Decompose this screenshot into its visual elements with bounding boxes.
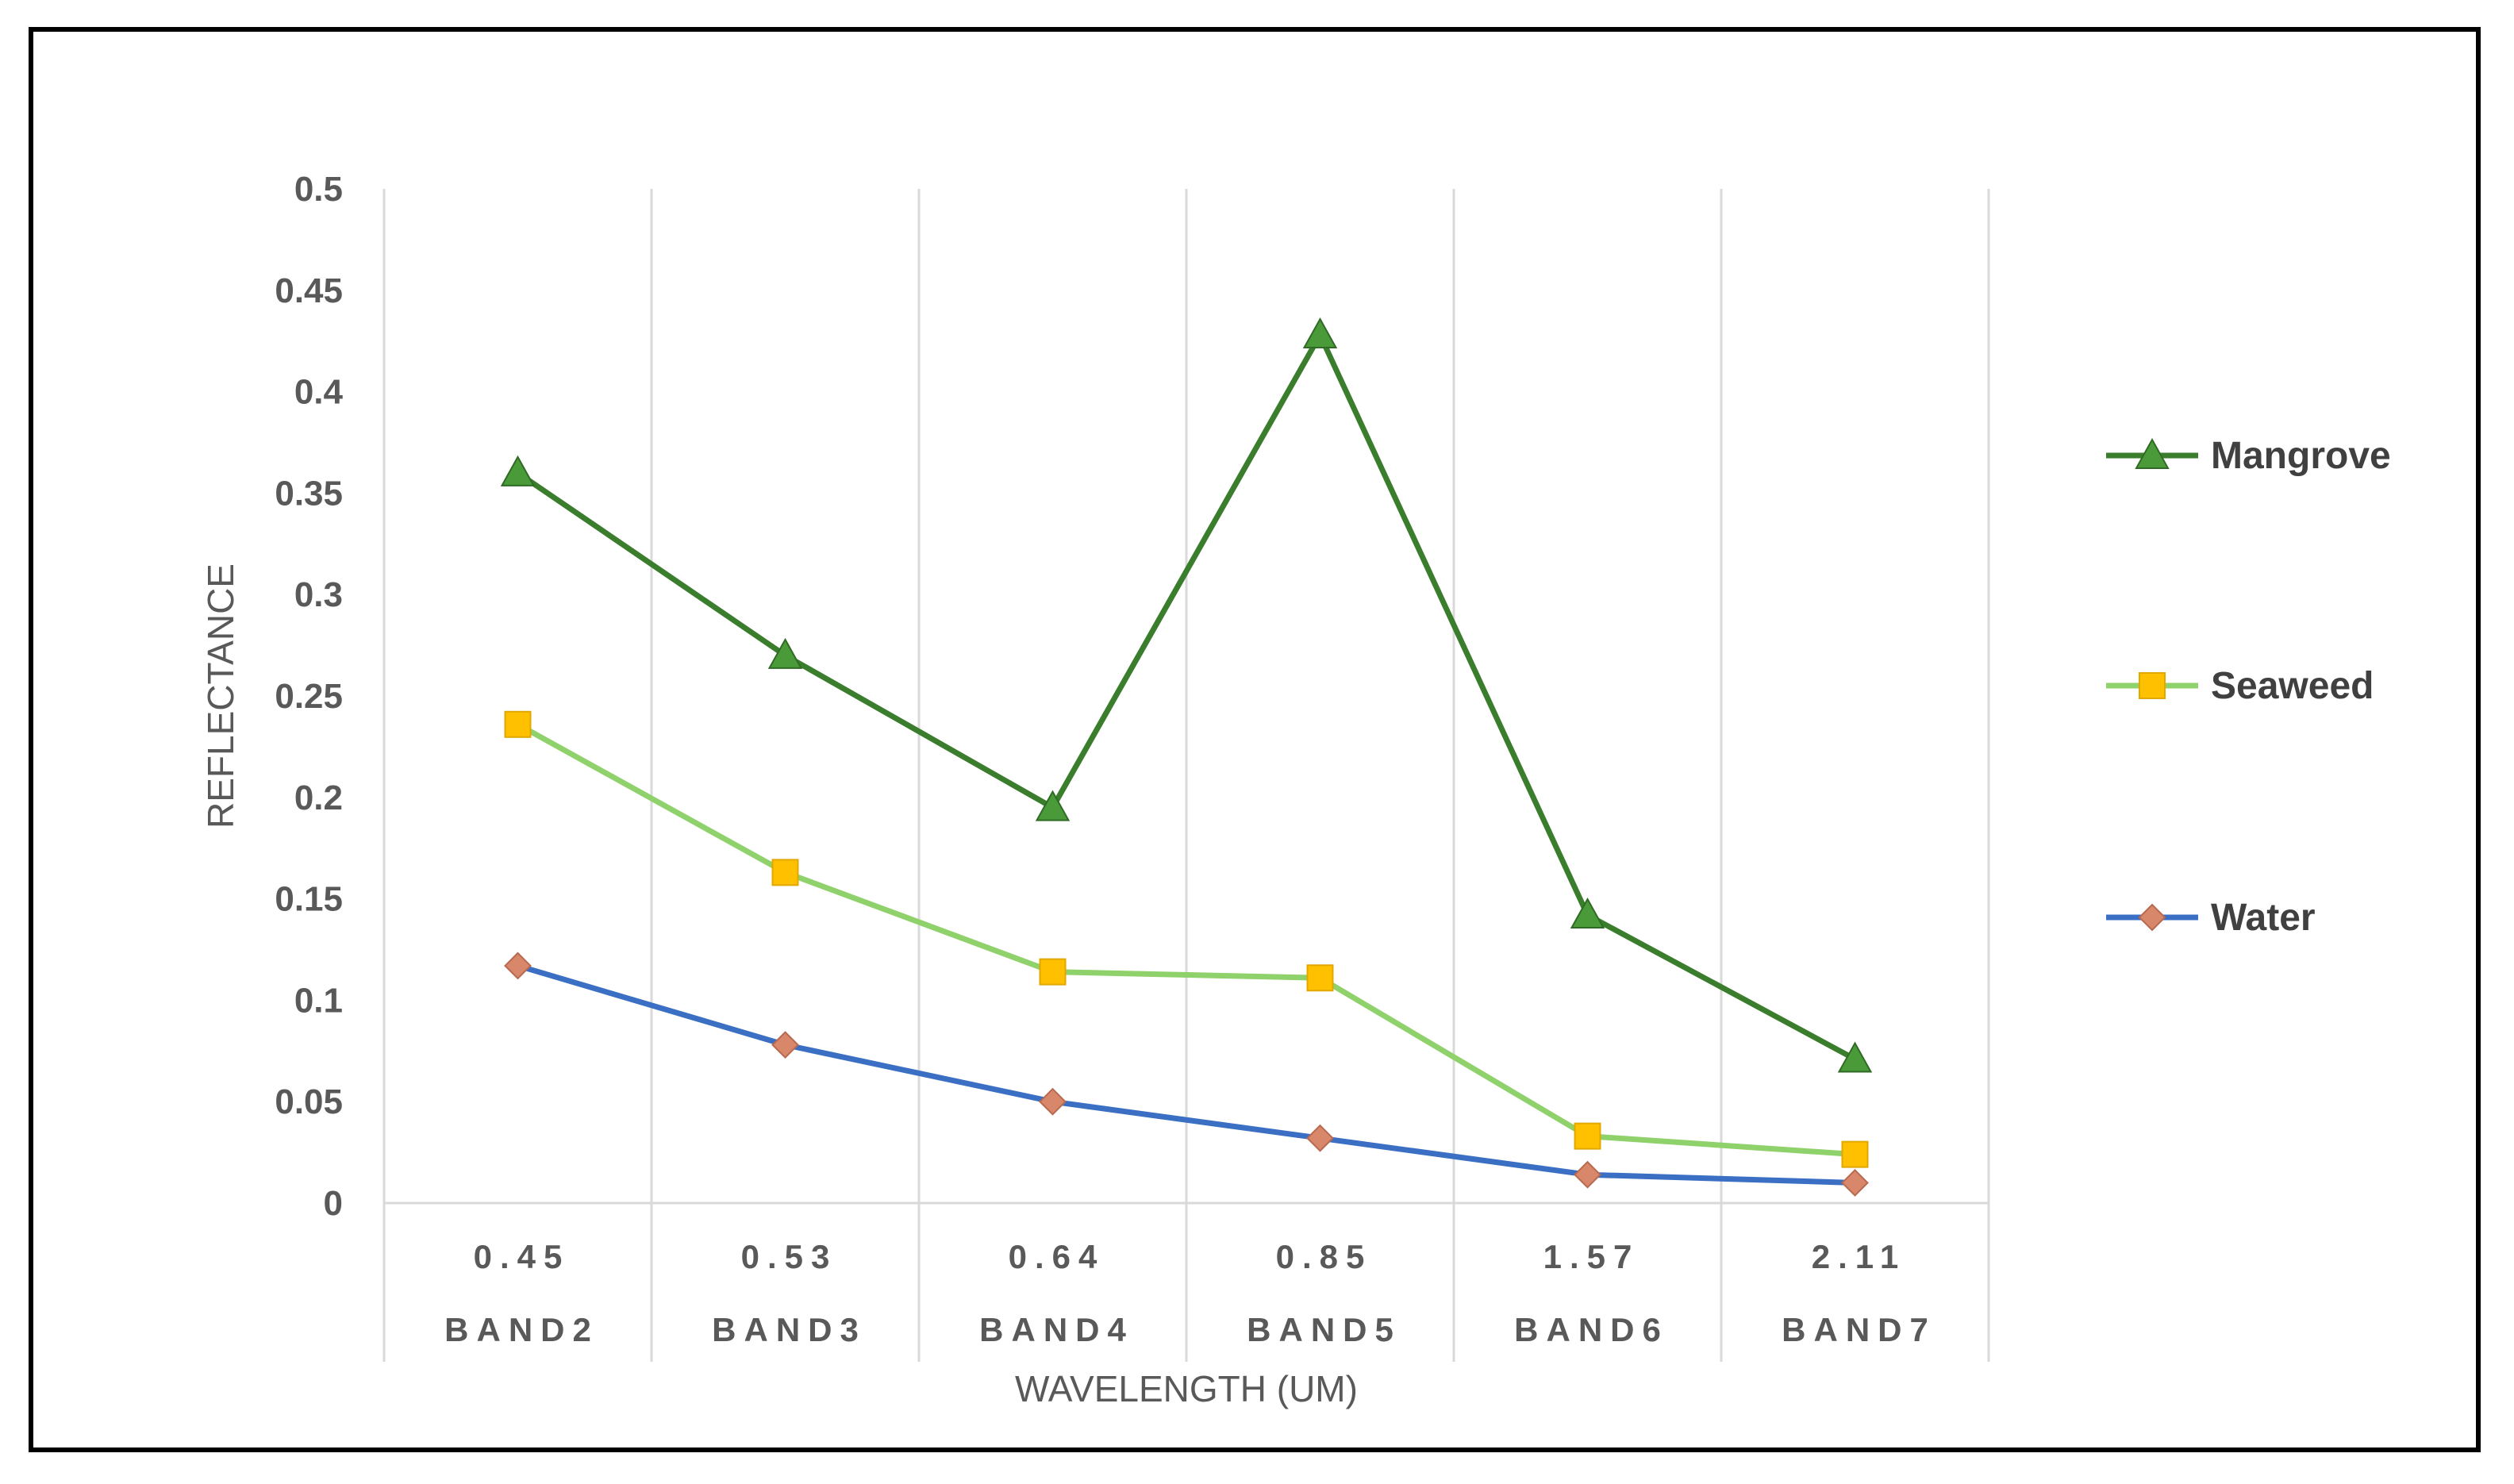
data-point-mangrove	[1302, 317, 1338, 349]
y-tick-label: 0.2	[294, 779, 343, 817]
x-group-label: BAND4	[979, 1311, 1134, 1348]
data-point-mangrove	[1837, 1041, 1873, 1073]
y-tick-label: 0	[324, 1184, 343, 1223]
x-tick-label: 1.57	[1543, 1238, 1640, 1275]
y-tick-label: 0.05	[275, 1082, 343, 1121]
data-point-seaweed	[1574, 1122, 1601, 1150]
x-group-label: BAND5	[1247, 1311, 1401, 1348]
x-group-label: BAND2	[444, 1311, 599, 1348]
x-tick-label: 0.64	[1009, 1238, 1105, 1275]
chart-frame	[29, 27, 2481, 1452]
legend-label-mangrove: Mangrove	[2211, 435, 2391, 477]
y-tick-label: 0.4	[294, 373, 344, 412]
data-point-water	[1306, 1124, 1334, 1152]
legend-marker-mangrove	[2135, 437, 2170, 469]
legend-marker-water	[2138, 903, 2166, 932]
legend-marker-seaweed	[2139, 672, 2166, 699]
x-tick-label: 0.45	[474, 1238, 571, 1275]
data-point-water	[771, 1031, 799, 1059]
x-group-label: BAND6	[1514, 1311, 1669, 1348]
x-tick-label: 0.85	[1276, 1238, 1373, 1275]
data-point-mangrove	[1035, 790, 1071, 821]
data-point-seaweed	[1306, 964, 1334, 992]
series-line-mangrove	[516, 332, 1857, 1062]
data-point-water	[504, 952, 532, 980]
axes: 0 0.05 0.1 0.15 0.2 0.25 0.3 0.35 0.4 0.45 0.5 0.45…	[275, 170, 1989, 1348]
y-tick-label: 0.5	[294, 170, 343, 209]
data-point-water	[1039, 1087, 1067, 1116]
grid-lines	[382, 189, 1990, 1362]
x-axis-title: WAVELENGTH (UM)	[1015, 1368, 1358, 1409]
y-tick-label: 0.35	[275, 474, 343, 513]
data-point-seaweed	[504, 710, 532, 738]
data-point-seaweed	[1841, 1140, 1869, 1168]
series-line-seaweed	[516, 721, 1855, 1158]
series-lines	[500, 317, 1873, 1197]
x-group-label: BAND7	[1782, 1311, 1936, 1348]
y-tick-label: 0.15	[275, 880, 343, 919]
data-point-seaweed	[771, 859, 799, 886]
data-point-water	[1841, 1169, 1869, 1197]
data-point-mangrove	[500, 455, 536, 486]
y-axis-title: REFLECTANCE	[200, 563, 241, 829]
legend-label-seaweed: Seaweed	[2211, 665, 2374, 707]
data-point-mangrove	[767, 637, 803, 669]
y-tick-label: 0.3	[294, 575, 343, 614]
y-tick-label: 0.45	[275, 271, 343, 310]
data-point-water	[1574, 1160, 1601, 1189]
y-tick-label: 0.25	[275, 677, 343, 716]
x-tick-label: 0.53	[741, 1238, 838, 1275]
y-tick-label: 0.1	[294, 981, 343, 1020]
legend: Mangrove Seaweed Water	[2106, 435, 2391, 939]
legend-label-water: Water	[2211, 897, 2316, 939]
data-point-seaweed	[1039, 958, 1067, 986]
data-point-mangrove	[1570, 897, 1605, 929]
x-group-label: BAND3	[712, 1311, 867, 1348]
x-tick-label: 2.11	[1812, 1238, 1906, 1275]
series-line-water	[517, 963, 1855, 1186]
